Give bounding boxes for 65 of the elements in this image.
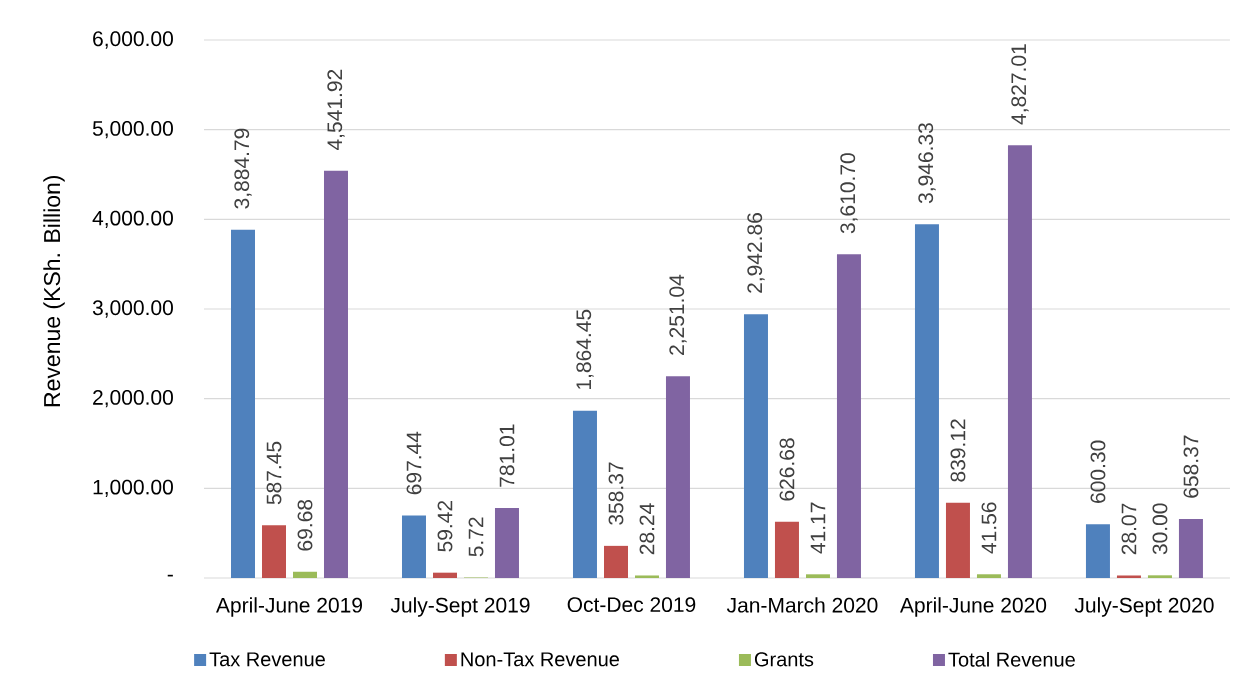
bar [432,572,457,578]
bar [1147,575,1172,578]
data-label: 600.30 [1090,440,1106,503]
data-label: 697.44 [406,431,422,495]
data-label: 4,541.92 [327,69,345,151]
bar [836,254,861,578]
y-tick-label: 3,000.00 [92,300,173,318]
bar [774,521,799,578]
bar [914,224,939,578]
bar [1178,518,1203,578]
bar [1116,575,1141,578]
data-label: 781.01 [499,424,515,487]
y-tick-label: 5,000.00 [92,120,173,139]
data-label: 1,864.45 [576,309,594,390]
legend-label: Tax Revenue [209,652,325,667]
bar [665,376,690,578]
y-tick-label: - [167,574,173,577]
data-label: 3,884.79 [234,128,252,209]
data-label: 4,827.01 [1011,44,1029,125]
bar [743,314,768,578]
bar [572,410,597,578]
legend-label: Total Revenue [948,652,1075,667]
bar [603,545,628,578]
x-tick-label: Oct-Dec 2019 [567,597,696,613]
legend-label: Non-Tax Revenue [461,652,619,667]
x-tick-label: July-Sept 2020 [1074,597,1214,617]
data-label: 30.00 [1152,503,1168,555]
x-tick-label: Jan-March 2020 [726,597,878,613]
data-label: 839.12 [950,419,966,482]
data-label: 2,251.04 [669,274,687,355]
bar [634,575,659,578]
bar [1085,524,1110,578]
data-label: 3,946.33 [918,123,936,204]
bar [262,525,286,578]
data-label: 658.37 [1183,435,1199,498]
bar [293,571,317,578]
data-label: 41.17 [810,502,826,554]
legend-label: Grants [754,652,814,667]
data-label: 358.37 [608,462,624,525]
x-tick-label: July-Sept 2019 [390,597,530,617]
y-axis-title: Revenue (KSh. Billion) [43,175,65,407]
x-tick-label: April-June 2019 [216,597,362,617]
y-tick-label: 6,000.00 [93,31,173,49]
bar [494,507,519,578]
bar [231,229,255,578]
data-label: 3,610.70 [840,153,858,234]
bar [401,515,426,578]
bar [976,574,1001,578]
bar [324,170,348,578]
data-label: 587.45 [266,441,282,505]
y-tick-label: 2,000.00 [93,389,173,408]
y-tick-label: 4,000.00 [92,210,173,229]
y-tick-label: 1,000.00 [93,479,173,497]
bar [1007,145,1032,578]
data-label: 41.56 [981,502,997,554]
bar [805,574,830,578]
x-tick-label: April-June 2020 [899,597,1047,617]
data-label: 28.24 [639,503,655,555]
data-label: 28.07 [1121,503,1137,555]
bar [945,502,970,578]
data-label: 5.72 [468,517,484,557]
data-label: 626.68 [779,438,795,501]
data-label: 69.68 [297,499,313,551]
data-label: 59.42 [437,500,453,552]
data-label: 2,942.86 [747,213,765,293]
